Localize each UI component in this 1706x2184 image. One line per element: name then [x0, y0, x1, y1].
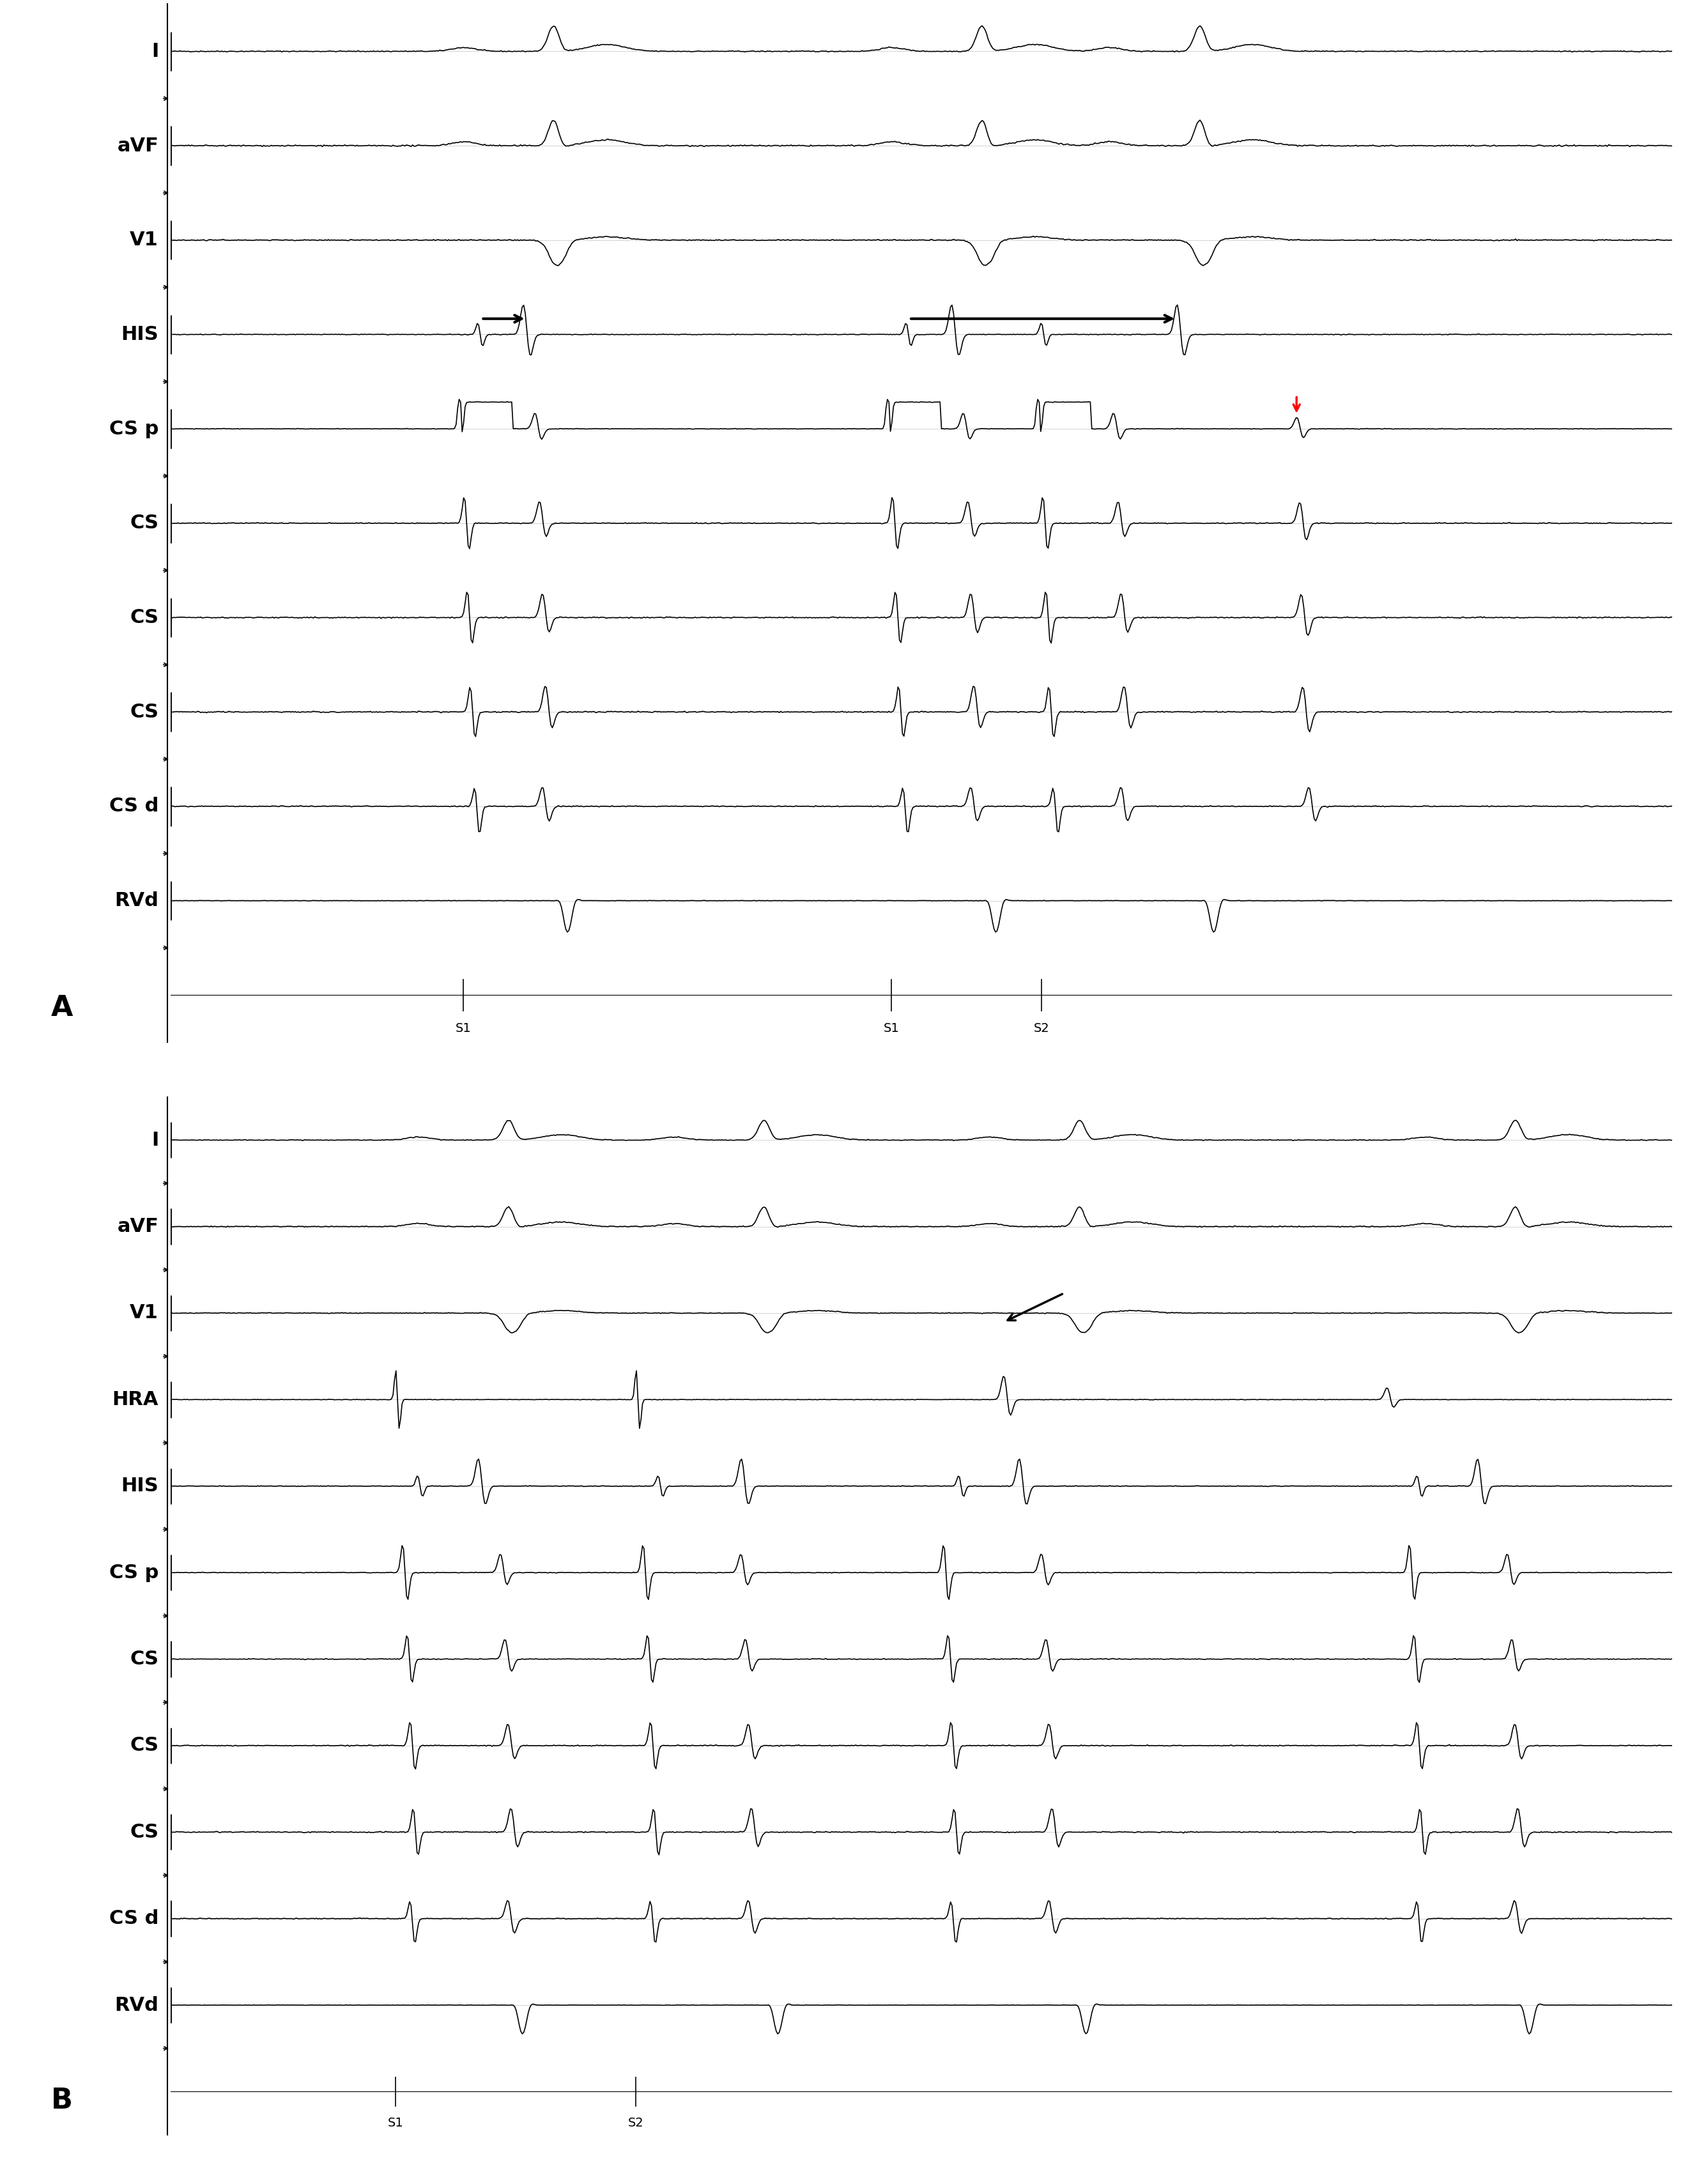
- Text: CS: CS: [130, 513, 159, 533]
- Text: S1: S1: [387, 2116, 404, 2129]
- Text: aVF: aVF: [118, 1216, 159, 1236]
- Text: S2: S2: [628, 2116, 643, 2129]
- Text: V1: V1: [130, 1304, 159, 1321]
- Text: CS: CS: [130, 1649, 159, 1669]
- Text: HIS: HIS: [121, 1476, 159, 1496]
- Text: CS: CS: [130, 1824, 159, 1841]
- Text: RVd: RVd: [114, 1996, 159, 2014]
- Text: CS: CS: [130, 703, 159, 721]
- Text: S1: S1: [884, 1022, 899, 1035]
- Text: HIS: HIS: [121, 325, 159, 343]
- Text: S2: S2: [1034, 1022, 1049, 1035]
- Text: CS: CS: [130, 1736, 159, 1756]
- Text: A: A: [51, 994, 73, 1022]
- Text: I: I: [152, 41, 159, 61]
- Text: CS p: CS p: [109, 419, 159, 439]
- Text: HRA: HRA: [113, 1391, 159, 1409]
- Text: RVd: RVd: [114, 891, 159, 911]
- Text: CS d: CS d: [109, 1909, 159, 1928]
- Text: S1: S1: [456, 1022, 471, 1035]
- Text: CS p: CS p: [109, 1564, 159, 1581]
- Text: aVF: aVF: [118, 135, 159, 155]
- Text: I: I: [152, 1131, 159, 1149]
- Text: V1: V1: [130, 232, 159, 249]
- Text: CS: CS: [130, 609, 159, 627]
- Text: B: B: [51, 2086, 73, 2114]
- Text: CS d: CS d: [109, 797, 159, 815]
